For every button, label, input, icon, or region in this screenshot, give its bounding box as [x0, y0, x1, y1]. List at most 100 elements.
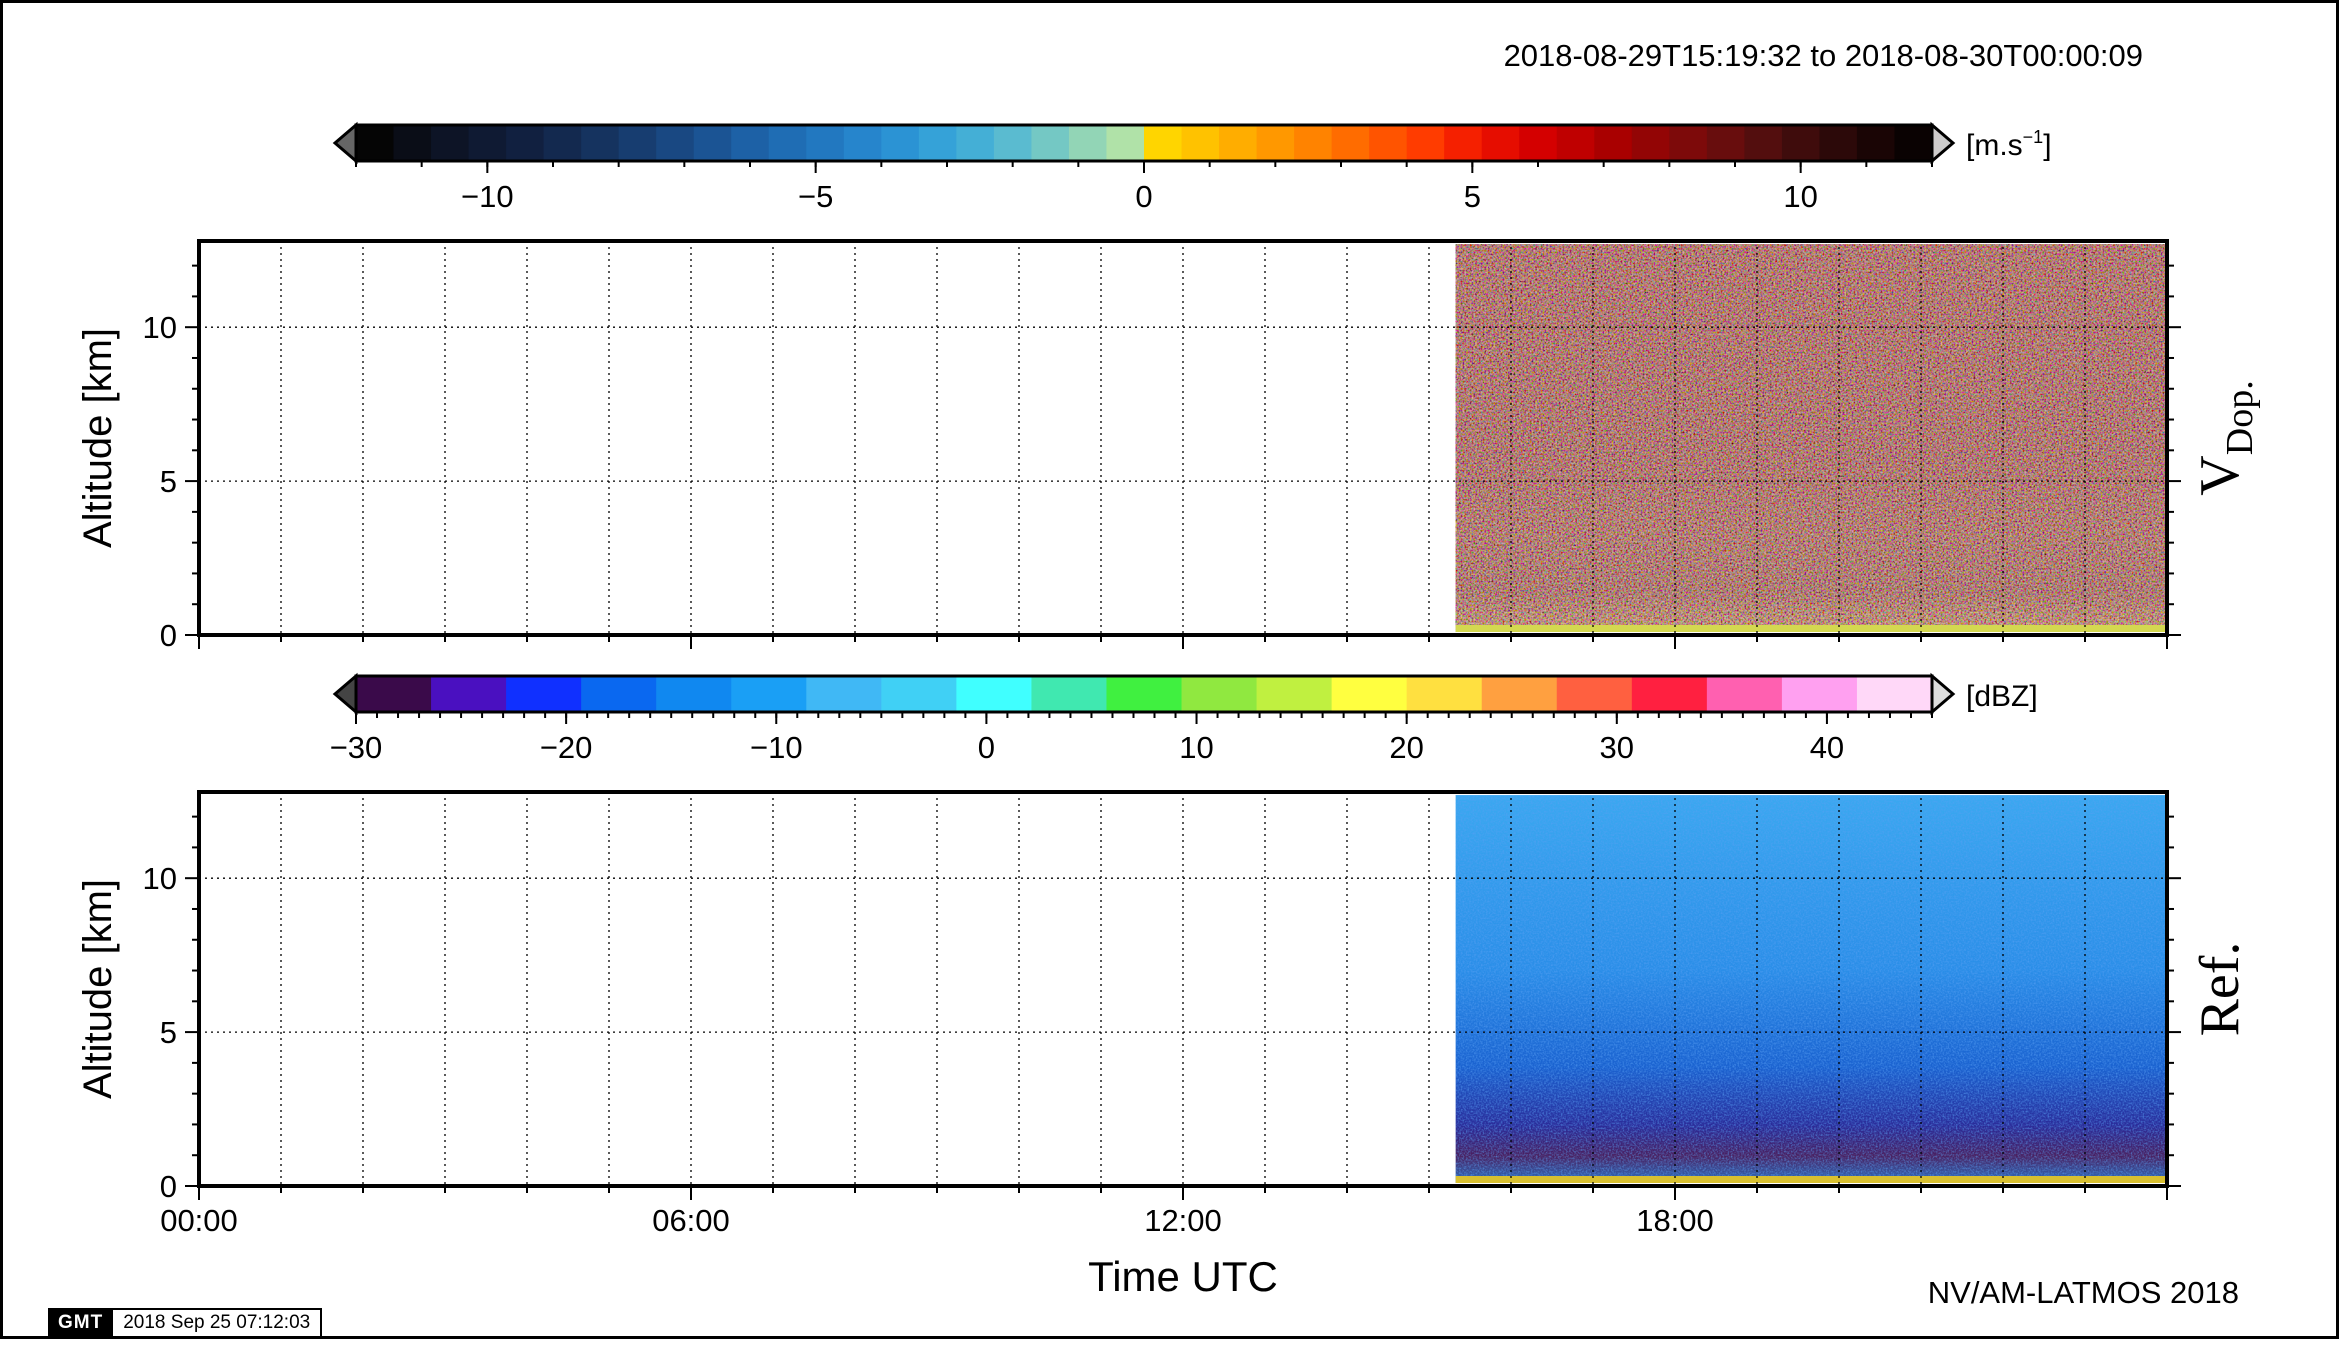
reflectivity-y-axis-label: Altitude [km]: [76, 879, 120, 1099]
velocity-colorbar-swatch: [1894, 125, 1933, 161]
velocity-colorbar-swatch: [431, 125, 470, 161]
velocity-colorbar-swatch: [993, 125, 1033, 161]
velocity-y-ticks: 0 5 10: [143, 264, 2181, 653]
reflectivity-colorbar-swatch: [881, 676, 957, 712]
x-axis-label: Time UTC: [1088, 1253, 1278, 1300]
velocity-colorbar-swatch: [768, 125, 807, 161]
x-tick-label: 00:00: [160, 1203, 238, 1238]
reflectivity-colorbar-ticks: −30 −20 −10 0 10 20 30 40: [330, 712, 1933, 765]
reflectivity-colorbar-swatch: [1781, 676, 1858, 712]
velocity-colorbar-swatch: [618, 125, 657, 161]
reflectivity-colorbar-swatch: [731, 676, 807, 712]
velocity-colorbar-swatch: [1219, 125, 1258, 161]
reflectivity-colorbar-swatch: [1406, 676, 1483, 712]
reflectivity-y-tick-label: 0: [160, 1169, 177, 1204]
velocity-panel-label: VDop.: [2189, 380, 2261, 495]
reflectivity-colorbar-swatch: [1106, 676, 1183, 712]
reflectivity-y-tick-label: 5: [160, 1015, 177, 1050]
gmt-timestamp: GMT 2018 Sep 25 07:12:03: [48, 1308, 323, 1338]
velocity-colorbar-swatch: [1594, 125, 1633, 161]
gmt-logo: GMT: [48, 1308, 114, 1338]
velocity-surface-band: [1455, 625, 2167, 632]
velocity-y-axis-label: Altitude [km]: [76, 328, 120, 548]
reflectivity-colorbar-swatch: [506, 676, 582, 712]
velocity-colorbar-swatch: [1068, 125, 1108, 161]
velocity-colorbar-swatch: [1406, 125, 1445, 161]
reflectivity-colorbar-tick-label: 0: [978, 730, 995, 765]
velocity-colorbar-ticks: −10 −5 0 5 10: [355, 161, 1933, 214]
velocity-colorbar-swatch: [468, 125, 507, 161]
velocity-colorbar-swatch: [1744, 125, 1783, 161]
velocity-colorbar-swatch: [1144, 125, 1183, 161]
velocity-colorbar-swatch: [1369, 125, 1408, 161]
velocity-unit-close: ]: [2043, 129, 2051, 162]
reflectivity-colorbar-swatch: [1481, 676, 1558, 712]
velocity-colorbar-swatch: [918, 125, 957, 161]
velocity-colorbar-swatch: [881, 125, 920, 161]
velocity-x-ticks: [198, 635, 2168, 649]
velocity-colorbar-swatch: [1181, 125, 1220, 161]
reflectivity-data-area: [1455, 795, 2167, 1183]
velocity-panel: 0 5 10 Altitude [km] VDop.: [76, 239, 2261, 653]
velocity-colorbar-swatch: [956, 125, 995, 161]
velocity-panel-label-main: V: [2189, 455, 2251, 495]
velocity-colorbar-swatch: [693, 125, 732, 161]
reflectivity-colorbar-swatches: [356, 676, 1933, 712]
velocity-colorbar-tick-label: −10: [461, 179, 514, 214]
reflectivity-colorbar-swatch: [1256, 676, 1333, 712]
reflectivity-colorbar: −30 −20 −10 0 10 20 30 40 [dBZ]: [330, 672, 2038, 765]
reflectivity-colorbar-swatch: [1556, 676, 1633, 712]
velocity-colorbar-tick-label: 10: [1783, 179, 1817, 214]
velocity-colorbar-tick-label: 5: [1464, 179, 1481, 214]
velocity-colorbar-swatch: [506, 125, 545, 161]
gmt-date: 2018 Sep 25 07:12:03: [113, 1308, 323, 1338]
velocity-colorbar-swatch: [843, 125, 882, 161]
velocity-colorbar-swatch: [1519, 125, 1558, 161]
reflectivity-colorbar-tick-label: 20: [1389, 730, 1423, 765]
velocity-colorbar-left-arrow: [332, 121, 358, 165]
reflectivity-colorbar-left-arrow: [332, 672, 358, 716]
reflectivity-colorbar-swatch: [431, 676, 507, 712]
velocity-y-tick-label: 5: [160, 464, 177, 499]
reflectivity-colorbar-swatch: [581, 676, 657, 712]
reflectivity-y-tick-label: 10: [143, 861, 177, 896]
reflectivity-colorbar-swatch: [356, 676, 432, 712]
velocity-colorbar-swatch: [1856, 125, 1896, 161]
reflectivity-colorbar-tick-label: −30: [330, 730, 383, 765]
credit-text: NV/AM-LATMOS 2018: [1928, 1275, 2239, 1310]
velocity-colorbar-swatch: [1031, 125, 1070, 161]
velocity-colorbar-swatch: [1106, 125, 1145, 161]
reflectivity-colorbar-swatch: [1181, 676, 1258, 712]
velocity-colorbar-swatch: [1294, 125, 1333, 161]
velocity-colorbar-swatch: [1819, 125, 1858, 161]
velocity-colorbar-swatch: [356, 125, 395, 161]
velocity-colorbar: −10 −5 0 5 10 [m.s−1]: [332, 121, 2052, 214]
reflectivity-y-ticks: 0 5 10: [143, 815, 2181, 1204]
velocity-colorbar-swatch: [393, 125, 432, 161]
time-range-text: 2018-08-29T15:19:32 to 2018-08-30T00:00:…: [1504, 38, 2143, 73]
reflectivity-colorbar-right-arrow: [1930, 672, 1956, 716]
velocity-panel-label-sub: Dop.: [2219, 380, 2261, 455]
reflectivity-colorbar-tick-label: −20: [540, 730, 593, 765]
velocity-colorbar-swatch: [1481, 125, 1520, 161]
reflectivity-surface-band: [1455, 1176, 2167, 1183]
velocity-colorbar-swatch: [543, 125, 582, 161]
reflectivity-colorbar-swatch: [1631, 676, 1708, 712]
x-tick-label: 18:00: [1636, 1203, 1714, 1238]
velocity-y-tick-label: 0: [160, 618, 177, 653]
reflectivity-colorbar-swatch: [956, 676, 1033, 712]
reflectivity-grid: [199, 792, 2167, 1186]
velocity-data-noise: [1455, 244, 2167, 632]
velocity-colorbar-swatches: [356, 125, 1933, 161]
velocity-colorbar-swatch: [656, 125, 695, 161]
reflectivity-colorbar-swatch: [656, 676, 732, 712]
velocity-colorbar-unit: [m.s−1]: [1966, 127, 2052, 162]
velocity-colorbar-swatch: [1256, 125, 1295, 161]
velocity-colorbar-swatch: [731, 125, 770, 161]
velocity-colorbar-swatch: [1781, 125, 1821, 161]
reflectivity-data-noise: [1455, 795, 2167, 1183]
velocity-colorbar-swatch: [581, 125, 620, 161]
velocity-colorbar-tick-label: −5: [798, 179, 833, 214]
